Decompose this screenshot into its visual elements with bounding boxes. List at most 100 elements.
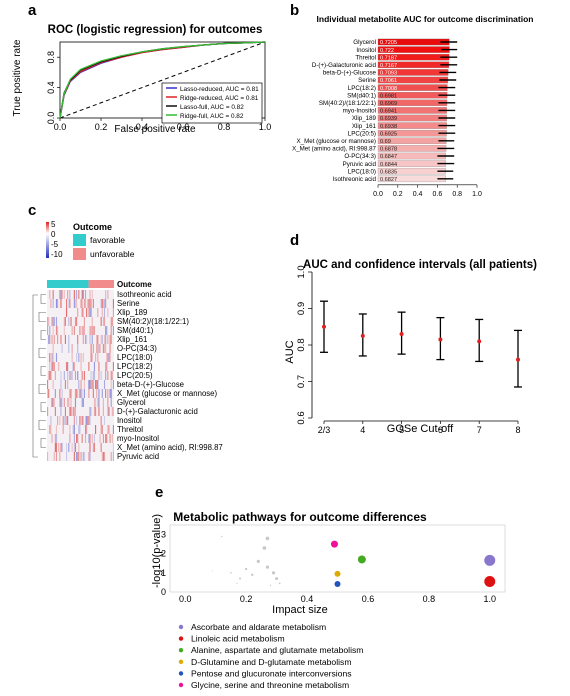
heatmap-cell (47, 407, 49, 416)
heatmap-cell (55, 443, 58, 452)
heatmap-cell (65, 299, 68, 308)
gose-point-5 (516, 357, 520, 362)
pathway-point-2 (357, 555, 366, 564)
heatmap-cell (83, 380, 85, 389)
auc-category-label: myo-Inositol (343, 108, 376, 115)
heatmap-cell (88, 389, 90, 398)
pathway-x-label: Impact size (272, 604, 328, 616)
pathway-x-tick-label: 1.0 (484, 594, 497, 604)
heatmap-cell (88, 452, 90, 461)
heatmap-cell (73, 443, 75, 452)
pathway-legend: Ascorbate and aldarate metabolism Linolei… (178, 622, 363, 690)
auc-value-label: 0.6844 (380, 162, 397, 168)
pathway-point-1 (484, 575, 496, 587)
heatmap-cell (74, 443, 77, 452)
heatmap-cell (57, 299, 59, 308)
heatmap-cell (81, 326, 83, 335)
outcome-label-0: favorable (90, 235, 125, 245)
heatmap-row-label: Glycerol (117, 398, 146, 407)
heatmap-cell (112, 299, 114, 308)
heatmap-cell (97, 353, 99, 362)
gose-auc-chart: AUC and confidence intervals (all patien… (284, 259, 537, 435)
roc-x-tick-label: 0.4 (136, 122, 149, 132)
auc-category-label: SM(40:2)/(18:1/22:1) (319, 100, 376, 107)
pathway-legend-label-0: Ascorbate and aldarate metabolism (191, 622, 326, 632)
heatmap-cell (110, 317, 112, 326)
heatmap-cell (103, 416, 106, 425)
heatmap-cell (47, 452, 49, 461)
roc-x-tick-label: 1.0 (259, 122, 272, 132)
heatmap-cell (76, 389, 78, 398)
heatmap-cell (65, 443, 68, 452)
heatmap-cell (49, 326, 51, 335)
heatmap-cell (72, 362, 74, 371)
roc-x-tick-label: 0.0 (54, 122, 67, 132)
heatmap-cell (83, 299, 85, 308)
heatmap-cell (51, 362, 53, 371)
heatmap-cell (105, 335, 107, 344)
heatmap-cell (52, 353, 54, 362)
heatmap-cell (68, 344, 70, 353)
auc-value-label: 0.6981 (380, 93, 397, 99)
heatmap-row-label: LPC(18:0) (117, 353, 153, 362)
heatmap-cell (78, 452, 80, 461)
heatmap-cell (51, 317, 53, 326)
pathway-legend-dot-5 (178, 682, 184, 688)
heatmap-cell (81, 389, 83, 398)
heatmap-cell (103, 317, 106, 326)
heatmap-cell (52, 344, 54, 353)
heatmap-cell (68, 443, 70, 452)
heatmap-cell (102, 398, 104, 407)
gose-point-3 (438, 337, 443, 342)
heatmap-cell (107, 407, 109, 416)
heatmap-row-label: LPC(18:2) (117, 362, 153, 371)
pathway-point-3 (334, 570, 341, 577)
heatmap-cell (110, 371, 112, 380)
heatmap-cell (86, 416, 88, 425)
heatmap-cell (74, 371, 77, 380)
heatmap-cell (57, 416, 59, 425)
heatmap-cell (89, 380, 91, 389)
heatmap-cell (55, 425, 58, 434)
heatmap-cell (101, 452, 103, 461)
heatmap-cell (93, 434, 96, 443)
heatmap-cell (93, 443, 96, 452)
heatmap-cell (57, 326, 59, 335)
heatmap-cell (60, 398, 62, 407)
heatmap-cell (67, 416, 69, 425)
heatmap-cell (97, 380, 99, 389)
heatmap-cell (110, 389, 112, 398)
gose-point-0 (322, 324, 326, 329)
heatmap-cell (67, 362, 69, 371)
gose-point-4 (477, 339, 482, 344)
heatmap-cell (88, 299, 90, 308)
pathway-background-point-7 (251, 573, 254, 576)
roc-x-tick-label: 0.6 (177, 122, 190, 132)
heatmap-cell (59, 452, 61, 461)
pathway-background-point-6 (244, 567, 248, 571)
heatmap-cell (79, 326, 81, 335)
pathway-legend-label-4: Pentose and glucuronate interconversions (191, 668, 352, 678)
gose-x-tick-label: 6 (438, 425, 443, 435)
heatmap-cell (106, 362, 108, 371)
roc-legend: Lasso-reduced, AUC = 0.81 Ridge-reduced, … (161, 82, 263, 124)
pathway-background-point-8 (239, 577, 242, 580)
heatmap-scale-tick: 5 (51, 220, 56, 229)
pathway-x-tick-label: 0.6 (362, 594, 375, 604)
heatmap-cell (47, 380, 49, 389)
heatmap-cell (90, 326, 92, 335)
auc-category-label: X_Met (amino acid), RI:998.87 (292, 146, 376, 153)
heatmap-chart: 50-5-10 Outcome favorable unfavorable Outco… (32, 220, 223, 461)
heatmap-cell (84, 335, 87, 344)
heatmap-cell (73, 434, 75, 443)
heatmap-cell (76, 452, 78, 461)
heatmap-cell (53, 452, 55, 461)
heatmap-cell (95, 425, 97, 434)
heatmap-cell (89, 416, 91, 425)
heatmap-cell (92, 389, 94, 398)
gose-x-tick-label: 8 (515, 425, 520, 435)
heatmap-cell (82, 308, 84, 317)
heatmap-cell (97, 398, 99, 407)
heatmap-cell (93, 398, 96, 407)
